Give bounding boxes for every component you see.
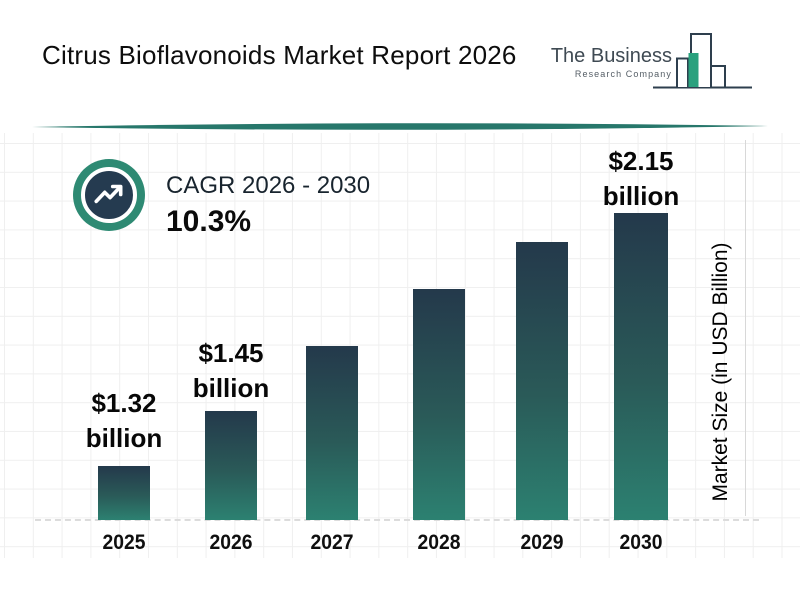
x-axis-baseline: [35, 519, 759, 521]
x-tick-2028: 2028: [417, 531, 461, 554]
bar-2025: [98, 466, 150, 520]
cagr-label: CAGR 2026 - 2030: [166, 172, 371, 199]
value-label-2030-unit: billion: [602, 181, 680, 211]
value-label-2025-amount: $1.32: [91, 388, 157, 418]
x-tick-2030: 2030: [619, 531, 663, 554]
bar-2029: [516, 242, 568, 520]
trending-up-icon: [94, 184, 123, 204]
page-title: Citrus Bioflavonoids Market Report 2026: [42, 40, 517, 70]
value-label-2026-unit: billion: [192, 373, 270, 403]
x-tick-2025: 2025: [102, 531, 146, 554]
bar-2028: [413, 289, 465, 520]
y-axis-label: Market Size (in USD Billion): [709, 242, 732, 502]
value-label-2025-unit: billion: [85, 423, 163, 453]
cagr-callout: CAGR 2026 - 2030 10.3%: [166, 172, 370, 239]
bar-2030: [614, 213, 668, 520]
x-tick-2027: 2027: [310, 531, 354, 554]
logo-subtitle: Research Company: [574, 69, 672, 79]
value-label-2030: $2.15 billion: [566, 144, 716, 214]
value-label-2025: $1.32 billion: [49, 386, 199, 456]
logo-bars-icon: [653, 33, 752, 89]
right-axis-line: [745, 140, 746, 516]
cagr-value: 10.3%: [166, 205, 252, 238]
value-label-2026-amount: $1.45: [198, 338, 264, 368]
x-tick-2026: 2026: [209, 531, 253, 554]
section-divider: [32, 123, 768, 130]
bar-2027: [306, 346, 358, 520]
value-label-2026: $1.45 billion: [156, 336, 306, 406]
cagr-badge: [81, 167, 137, 223]
bar-2026: [205, 411, 257, 520]
logo-name: The Business: [550, 45, 672, 67]
x-tick-2029: 2029: [520, 531, 564, 554]
value-label-2030-amount: $2.15: [608, 146, 674, 176]
company-logo: The Business Research Company: [550, 44, 672, 79]
